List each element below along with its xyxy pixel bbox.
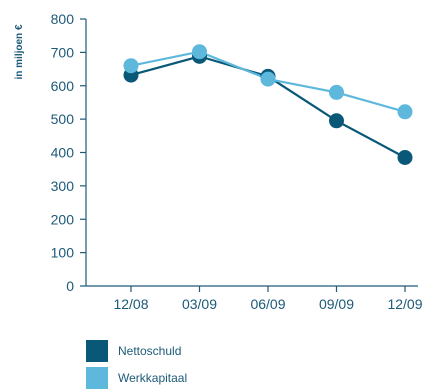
- legend-swatch-werkkapitaal: [86, 367, 108, 389]
- axes: [85, 19, 418, 287]
- x-tick-label: 03/09: [182, 296, 217, 312]
- data-point-werkkapitaal: [192, 44, 207, 60]
- x-ticks: 12/08 03/09 06/09 09/09 12/09: [113, 286, 423, 312]
- data-point-werkkapitaal: [260, 71, 276, 87]
- legend-label-werkkapitaal: Werkkapitaal: [118, 371, 187, 385]
- data-point-werkkapitaal: [397, 104, 413, 120]
- x-tick-label: 06/09: [250, 296, 285, 312]
- x-tick-label: 12/08: [113, 296, 148, 312]
- series-lines: [130, 50, 406, 159]
- x-tick-label: 12/09: [387, 296, 422, 312]
- y-tick-label: 300: [51, 178, 75, 194]
- y-tick-label: 500: [51, 111, 75, 127]
- y-tick-label: 700: [51, 44, 75, 60]
- data-point-werkkapitaal: [123, 58, 139, 74]
- x-tick-label: 09/09: [319, 296, 354, 312]
- y-tick-label: 200: [51, 211, 75, 227]
- y-tick-label: 400: [51, 145, 75, 161]
- legend: Nettoschuld Werkkapitaal: [86, 340, 187, 389]
- y-tick-label: 0: [66, 278, 74, 294]
- y-axis-label: in miljoen €: [14, 24, 25, 79]
- legend-label-nettoschuld: Nettoschuld: [118, 344, 181, 358]
- y-tick-label: 600: [51, 78, 75, 94]
- data-point-werkkapitaal: [329, 84, 344, 100]
- y-tick-label: 800: [51, 11, 75, 27]
- legend-swatch-nettoschuld: [86, 340, 108, 362]
- y-tick-label: 100: [51, 245, 75, 261]
- series-points: [123, 44, 413, 166]
- data-point-nettoschuld: [329, 113, 344, 129]
- data-point-nettoschuld: [397, 150, 413, 166]
- y-ticks: 0 100 200 300 400 500 600 700 800: [51, 11, 86, 294]
